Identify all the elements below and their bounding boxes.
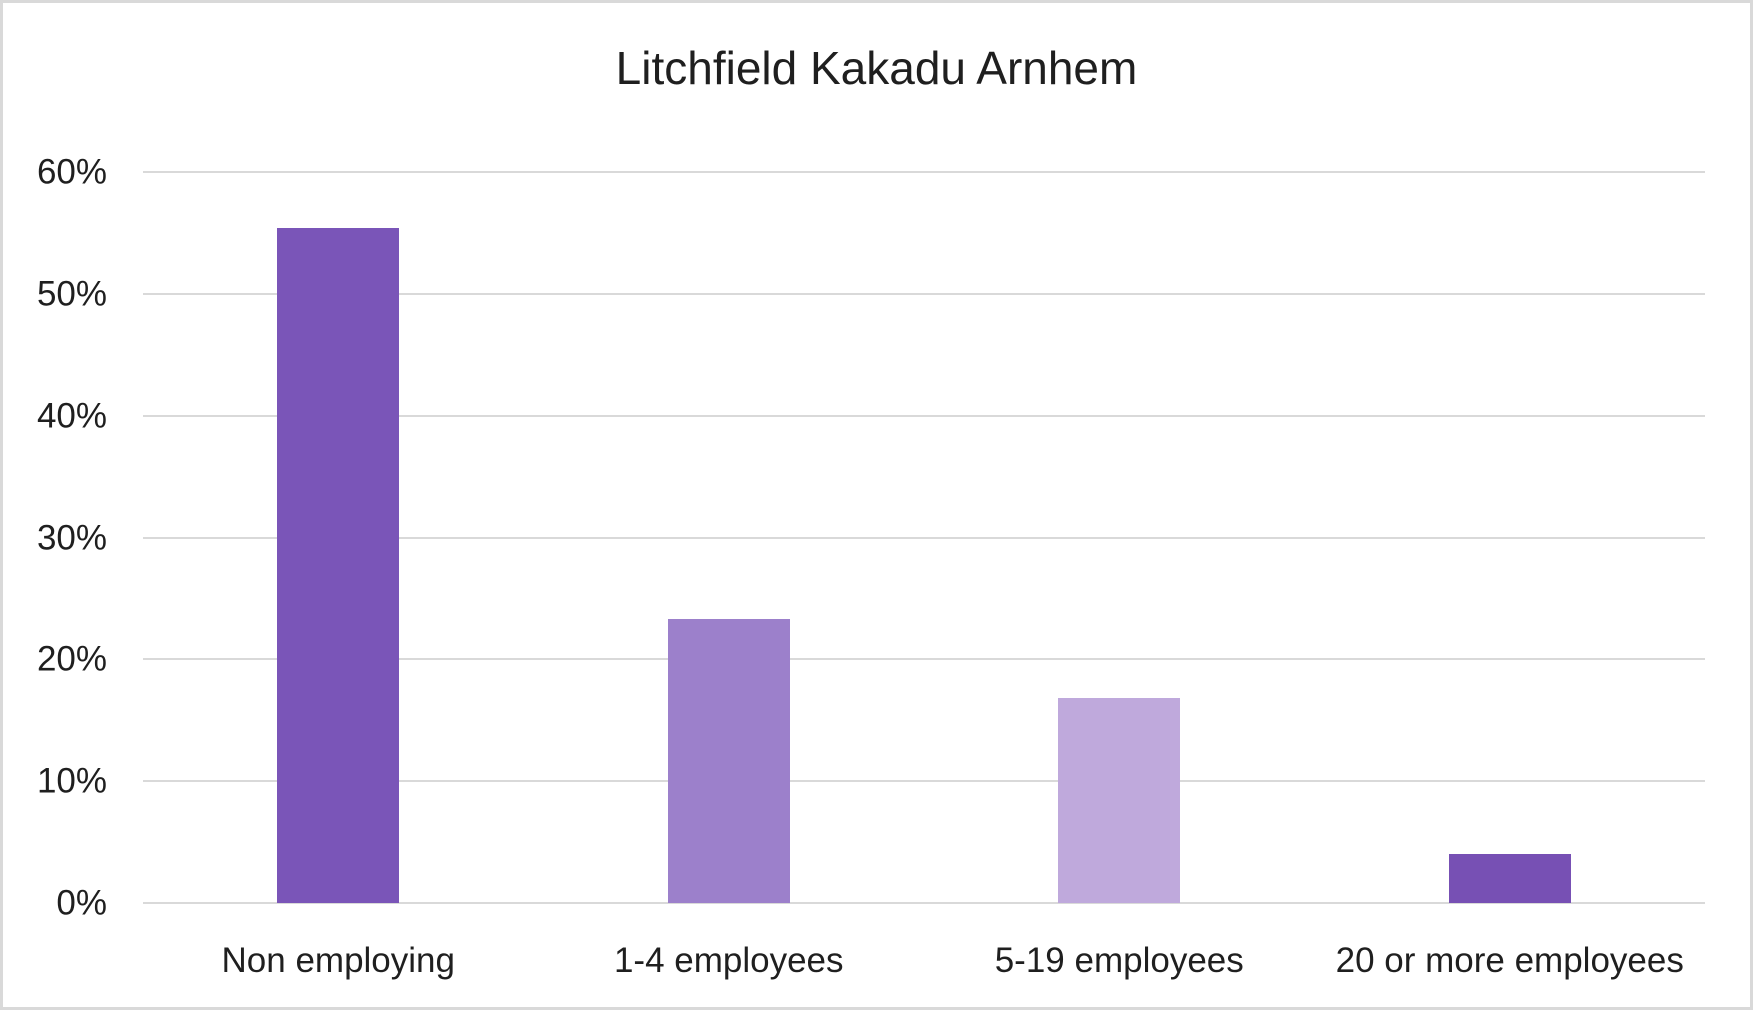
x-category-label: 1-4 employees	[613, 941, 844, 980]
bar-5-19-employees	[1058, 698, 1181, 903]
gridline	[143, 292, 1705, 295]
y-tick-label: 40%	[36, 396, 107, 436]
y-tick-label: 60%	[36, 152, 107, 192]
gridline	[143, 536, 1705, 539]
gridline	[143, 171, 1705, 173]
x-axis: Non employing 1-4 employees 5-19 employees…	[143, 933, 1705, 989]
gridline	[143, 902, 1705, 904]
bar-non-employing	[277, 228, 400, 903]
y-tick-label: 20%	[36, 639, 107, 679]
y-tick-label: 10%	[36, 761, 107, 801]
gridline	[143, 414, 1705, 417]
bar-1-4-employees	[667, 619, 790, 903]
y-tick-label: 50%	[36, 274, 107, 314]
x-category-label: Non employing	[221, 941, 455, 980]
gridline	[143, 658, 1705, 661]
y-tick-label: 30%	[36, 518, 107, 557]
x-category-label: 20 or more employees	[1335, 941, 1684, 980]
gridline	[143, 780, 1705, 783]
bar-20-or-more-employees	[1448, 854, 1571, 903]
x-category-label: 5-19 employees	[994, 941, 1244, 980]
plot-area	[143, 171, 1705, 904]
y-axis: 0% 10% 20% 30% 40% 50% 60%	[3, 155, 115, 921]
y-tick-label: 0%	[56, 883, 107, 923]
chart-title: Litchfield Kakadu Arnhem	[615, 42, 1138, 94]
